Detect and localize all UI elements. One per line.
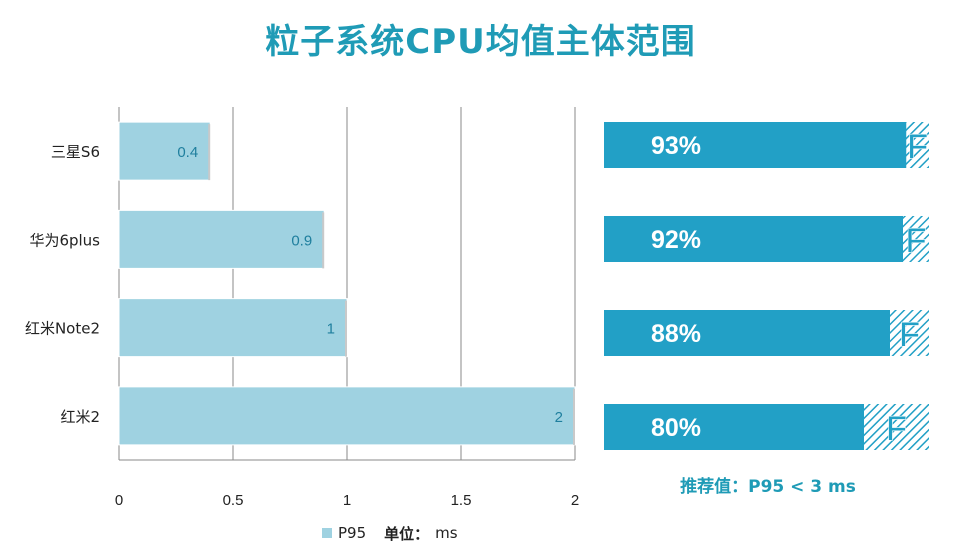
- bar: [118, 209, 325, 269]
- x-tick-label: 0: [115, 492, 123, 509]
- percent-bar: [604, 404, 864, 450]
- unit-label: 单位：: [384, 524, 430, 543]
- x-tick-label: 1.5: [451, 492, 472, 509]
- remainder-letter: F: [886, 410, 907, 448]
- bar-shadow: [345, 300, 347, 357]
- category-label: 红米2: [60, 408, 100, 426]
- data-label: 2: [555, 409, 563, 426]
- x-tick-label: 0.5: [223, 492, 244, 509]
- percent-bar: [604, 310, 890, 356]
- remainder-letter: F: [907, 128, 928, 166]
- legend: P95 单位： ms: [322, 522, 458, 544]
- bar: [118, 386, 576, 446]
- remainder-letter: F: [906, 222, 927, 260]
- percent-label: 92%: [651, 226, 701, 254]
- category-label: 红米Note2: [25, 320, 100, 338]
- percent-bar-chart: 93% F 92% F 88% F 80% F: [604, 122, 929, 450]
- bar-shadow: [208, 124, 211, 181]
- bar-shadow: [322, 212, 325, 269]
- data-label: 0.9: [291, 232, 312, 249]
- category-label: 三星S6: [51, 143, 100, 161]
- remainder-letter: F: [899, 316, 920, 354]
- x-tick-label: 2: [571, 492, 579, 509]
- p95-bar-chart: 0 0.5 1 1.5 2 0.4 三星S6 0.9 华为6plus 1 红米Note2 2 红米2: [25, 107, 579, 509]
- percent-bar: [604, 122, 907, 168]
- category-label: 华为6plus: [29, 231, 100, 249]
- x-tick-label: 1: [343, 492, 351, 509]
- recommendation-text: 推荐值：P95 < 3 ms: [680, 477, 856, 497]
- bar: [118, 121, 211, 181]
- percent-bar: [604, 216, 903, 262]
- percent-label: 80%: [651, 414, 701, 442]
- page-title: 粒子系统CPU均值主体范围: [265, 22, 696, 62]
- legend-series-label: P95: [338, 524, 367, 542]
- data-label: 0.4: [177, 144, 198, 161]
- bar-shadow: [573, 388, 575, 445]
- bar: [118, 298, 348, 358]
- unit-value: ms: [435, 524, 458, 542]
- legend-swatch: [322, 528, 332, 538]
- percent-label: 93%: [651, 132, 701, 160]
- percent-label: 88%: [651, 320, 701, 348]
- data-label: 1: [327, 321, 335, 338]
